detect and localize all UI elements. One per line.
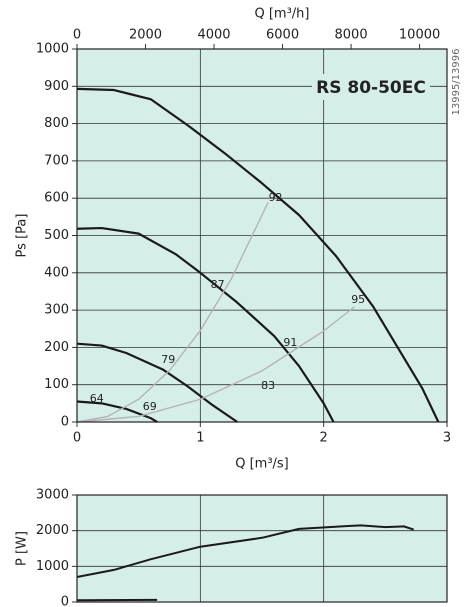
x-axis-label: Q [m³/s] [235,457,289,472]
annotation: 79 [161,353,175,366]
curve [76,87,440,423]
side-note: 13995/13996 [451,49,462,116]
y-tick-label: 3000 [36,488,69,503]
x2-tick-label: 2000 [129,28,162,43]
x2-tick-label: 4000 [197,28,230,43]
y-tick-label: 100 [44,377,69,392]
y-tick-label: 800 [44,116,69,131]
y-tick-label: 900 [44,79,69,94]
annotation: 69 [143,400,157,413]
annotation: 92 [269,191,283,204]
x-tick-label: 1 [196,431,204,446]
y-tick-label: 400 [44,265,69,280]
title-box [312,74,430,100]
y-axis-label: P [W] [15,531,30,566]
annotation: 91 [283,336,297,349]
chart-title: RS 80-50EC [316,78,426,98]
plot-background [77,495,447,602]
x2-tick-label: 6000 [266,28,299,43]
x2-axis-label: Q [m³/h] [254,7,309,22]
x2-tick-label: 0 [73,28,81,43]
curve [76,201,269,423]
y-tick-label: 1000 [36,559,69,574]
curve [76,400,158,423]
x-tick-label: 3 [443,431,451,446]
y-tick-label: 600 [44,191,69,206]
curve [76,226,335,423]
annotation: 64 [90,392,104,405]
y-tick-label: 700 [44,153,69,168]
x2-tick-label: 8000 [335,28,368,43]
plot-frame [76,494,448,603]
curve [76,306,355,423]
y-tick-label: 2000 [36,523,69,538]
y-tick-label: 1000 [36,42,69,57]
y-tick-label: 200 [44,340,69,355]
annotation: 95 [351,293,365,306]
annotation: 87 [211,278,225,291]
y-tick-label: 0 [61,595,69,607]
curve [76,524,415,579]
annotation: 83 [261,379,275,392]
plot-frame [76,48,448,423]
x-tick-label: 2 [320,431,328,446]
y-axis-label: Ps [Pa] [15,214,30,258]
y-tick-label: 500 [44,228,69,243]
x2-tick-label: 10000 [399,28,440,43]
x-tick-label: 0 [73,431,81,446]
y-tick-label: 0 [61,415,69,430]
y-tick-label: 300 [44,303,69,318]
curve [76,342,238,423]
